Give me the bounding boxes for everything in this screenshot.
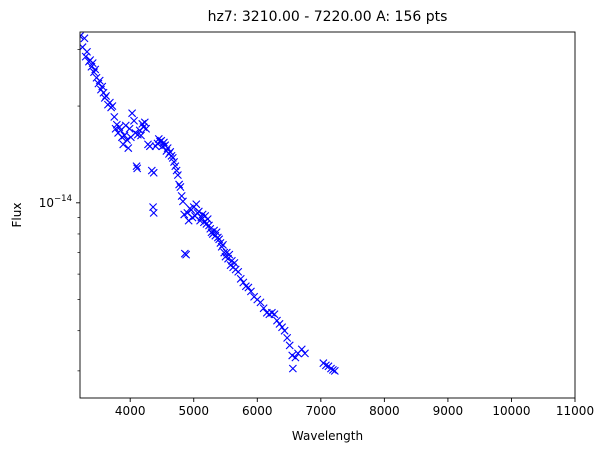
data-point (130, 116, 139, 125)
data-point (125, 124, 134, 133)
data-point (83, 47, 91, 56)
data-point (110, 112, 119, 121)
data-point (145, 142, 154, 151)
data-point (291, 353, 300, 362)
data-point (300, 349, 309, 358)
data-point (105, 98, 114, 107)
data-point (225, 250, 234, 259)
data-point (203, 215, 212, 224)
data-point (133, 164, 142, 173)
data-point (194, 207, 203, 216)
data-point (244, 283, 253, 292)
x-tick-label: 7000 (306, 404, 337, 418)
data-point (182, 250, 191, 259)
data-point (297, 345, 306, 354)
data-point (328, 365, 337, 374)
data-point (330, 366, 339, 375)
data-point (285, 341, 294, 350)
x-tick-label: 8000 (369, 404, 400, 418)
data-point (234, 267, 243, 276)
data-point (280, 326, 289, 335)
data-point (108, 102, 117, 111)
data-point (172, 166, 181, 175)
chart-title: hz7: 3210.00 - 7220.00 A: 156 pts (208, 9, 448, 25)
data-point (256, 298, 265, 307)
data-point (176, 183, 185, 191)
x-tick-label: 10000 (492, 404, 530, 418)
data-point (278, 323, 287, 332)
x-tick-label: 5000 (178, 404, 209, 418)
data-point (142, 124, 151, 133)
data-point (192, 200, 201, 209)
x-tick-label: 4000 (115, 404, 146, 418)
data-point (149, 168, 158, 177)
data-point (236, 274, 245, 283)
data-point (89, 68, 98, 77)
data-point (124, 144, 133, 153)
data-points (80, 32, 339, 375)
data-point (218, 240, 227, 249)
data-point (81, 52, 90, 61)
data-point (120, 131, 129, 140)
plot-frame (79, 31, 576, 399)
data-point (102, 91, 111, 100)
data-point (283, 333, 292, 342)
x-tick-label: 6000 (242, 404, 273, 418)
data-point (98, 82, 107, 91)
data-point (178, 197, 187, 206)
data-point (128, 109, 137, 118)
data-point (212, 228, 221, 237)
data-point (246, 287, 255, 296)
x-axis-label: Wavelength (292, 429, 363, 443)
data-point (175, 180, 184, 189)
data-point (140, 118, 149, 127)
data-point (80, 34, 89, 43)
y-tick-label: 10−14 (39, 194, 72, 210)
data-point (80, 32, 84, 41)
data-point (159, 138, 168, 147)
data-point (149, 208, 158, 217)
data-point (270, 310, 279, 319)
x-tick-label: 11000 (556, 404, 594, 418)
data-point (173, 171, 182, 180)
data-point (88, 59, 97, 68)
data-point (321, 361, 330, 370)
y-axis: 10−14 (39, 49, 80, 372)
data-point (230, 258, 239, 267)
data-point (95, 76, 104, 85)
data-point (275, 319, 284, 328)
x-tick-label: 9000 (433, 404, 464, 418)
data-point (288, 364, 297, 373)
data-point (123, 135, 132, 144)
data-point (132, 162, 141, 171)
data-point (171, 162, 180, 171)
data-point (91, 65, 100, 74)
x-axis: 4000 5000 6000 7000 8000 9000 10000 11000 (115, 398, 594, 418)
data-point (137, 131, 145, 140)
y-axis-label: Flux (10, 203, 24, 228)
